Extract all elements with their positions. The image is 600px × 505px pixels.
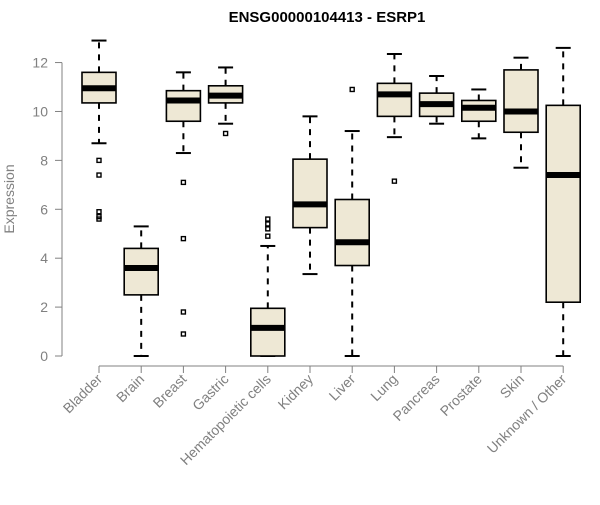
outlier-point (265, 216, 271, 222)
x-tick-label: Liver (326, 371, 359, 404)
box-iqr (460, 99, 497, 123)
outlier-point (391, 178, 398, 184)
x-tick-label: Unknown / Other (484, 371, 570, 457)
outlier-point (180, 309, 187, 315)
y-tick-label: 8 (40, 152, 48, 168)
outlier-point (96, 172, 102, 178)
y-tick-label: 4 (40, 250, 48, 266)
y-tick-label: 0 (40, 348, 48, 364)
outlier-point (222, 130, 229, 137)
box-kidney (292, 115, 328, 276)
outlier-point (180, 179, 187, 186)
x-tick-label: Pancreas (390, 371, 443, 424)
box-lung (376, 53, 413, 184)
x-tick-label: Prostate (437, 371, 485, 419)
box-hematopoietic-cells (250, 216, 286, 357)
x-tick-label: Bladder (60, 371, 106, 417)
y-axis-label: Expression (1, 164, 17, 233)
box-liver (334, 86, 371, 357)
outlier-point (96, 209, 102, 215)
box-brain (123, 225, 159, 357)
box-iqr (334, 198, 371, 267)
box-bladder (81, 39, 117, 222)
box-unknown-other (545, 46, 582, 357)
y-tick-label: 6 (40, 201, 48, 217)
outlier-point (96, 157, 102, 164)
box-series (81, 39, 582, 357)
y-tick-label: 2 (40, 299, 48, 315)
x-tick-label: Kidney (275, 371, 317, 413)
y-axis: 0 2 4 6 8 10 12 (32, 55, 63, 364)
box-skin (503, 56, 539, 169)
box-iqr (503, 69, 539, 134)
outlier-point (349, 86, 355, 93)
outlier-point (180, 331, 187, 337)
y-tick-label: 12 (32, 55, 48, 71)
outlier-point (96, 216, 102, 222)
chart-title: ENSG00000104413 - ESRP1 (229, 9, 426, 26)
box-breast (165, 71, 202, 337)
outlier-point (265, 233, 271, 239)
outlier-point (180, 235, 187, 242)
x-tick-label: Breast (150, 371, 190, 411)
box-iqr (250, 307, 286, 357)
box-iqr (165, 89, 202, 123)
x-tick-label: Lung (367, 371, 400, 404)
box-iqr (376, 82, 413, 118)
y-tick-label: 10 (32, 103, 48, 119)
box-gastric (207, 66, 244, 137)
box-pancreas (418, 75, 455, 125)
x-tick-label: Brain (113, 371, 147, 405)
box-iqr (545, 104, 582, 304)
box-prostate (460, 88, 497, 140)
box-iqr (123, 247, 159, 296)
box-iqr (292, 158, 328, 229)
x-tick-label: Skin (497, 371, 528, 402)
outlier-point (265, 221, 271, 227)
outlier-point (265, 226, 271, 232)
